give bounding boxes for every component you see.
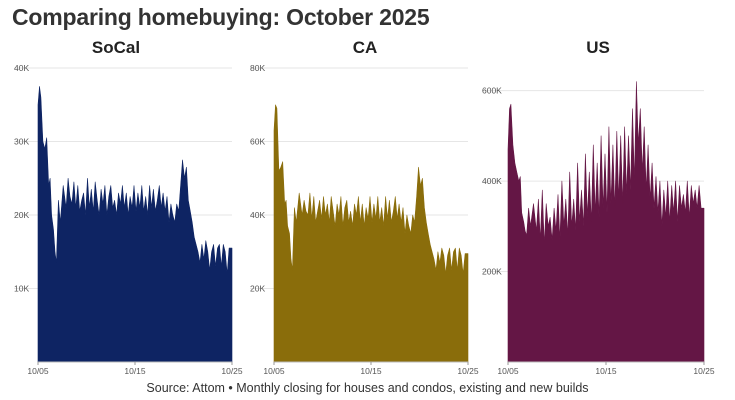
y-tick-label: 10K (14, 284, 29, 294)
area-series-us (507, 81, 705, 363)
source-note: Source: Attom • Monthly closing for hous… (146, 381, 589, 395)
x-tick-label: 10/05 (497, 366, 519, 376)
y-tick-label: 20K (14, 210, 29, 220)
x-tick-label: 10/05 (27, 366, 49, 376)
panel-socal: 10K 20K 30K 40K 10/05 10/15 10/25 (14, 63, 243, 376)
x-tick-label: 10/15 (124, 366, 146, 376)
area-series-socal (37, 86, 233, 363)
y-tick-label: 400K (482, 176, 502, 186)
panel-title-ca: CA (352, 38, 378, 57)
x-tick-label: 10/25 (457, 366, 479, 376)
panel-title-us: US (586, 38, 610, 57)
x-tick-label: 10/25 (221, 366, 243, 376)
x-tick-label: 10/15 (360, 366, 382, 376)
x-tick-label: 10/25 (693, 366, 715, 376)
y-tick-label: 60K (250, 137, 265, 147)
chart-title: Comparing homebuying: October 2025 (12, 4, 430, 30)
y-tick-label: 40K (250, 210, 265, 220)
y-tick-label: 30K (14, 137, 29, 147)
y-tick-label: 200K (482, 267, 502, 277)
panel-ca: 20K 40K 60K 80K 10/05 10/15 10/25 (250, 63, 479, 376)
panel-title-socal: SoCal (91, 38, 141, 57)
y-tick-label: 40K (14, 63, 29, 73)
area-series-ca (273, 104, 469, 363)
y-tick-label: 20K (250, 284, 265, 294)
panel-us: 200K 400K 600K 10/05 10/15 10/25 (482, 81, 715, 376)
x-tick-label: 10/05 (263, 366, 285, 376)
x-tick-label: 10/15 (595, 366, 617, 376)
y-tick-label: 600K (482, 86, 502, 96)
y-tick-label: 80K (250, 63, 265, 73)
